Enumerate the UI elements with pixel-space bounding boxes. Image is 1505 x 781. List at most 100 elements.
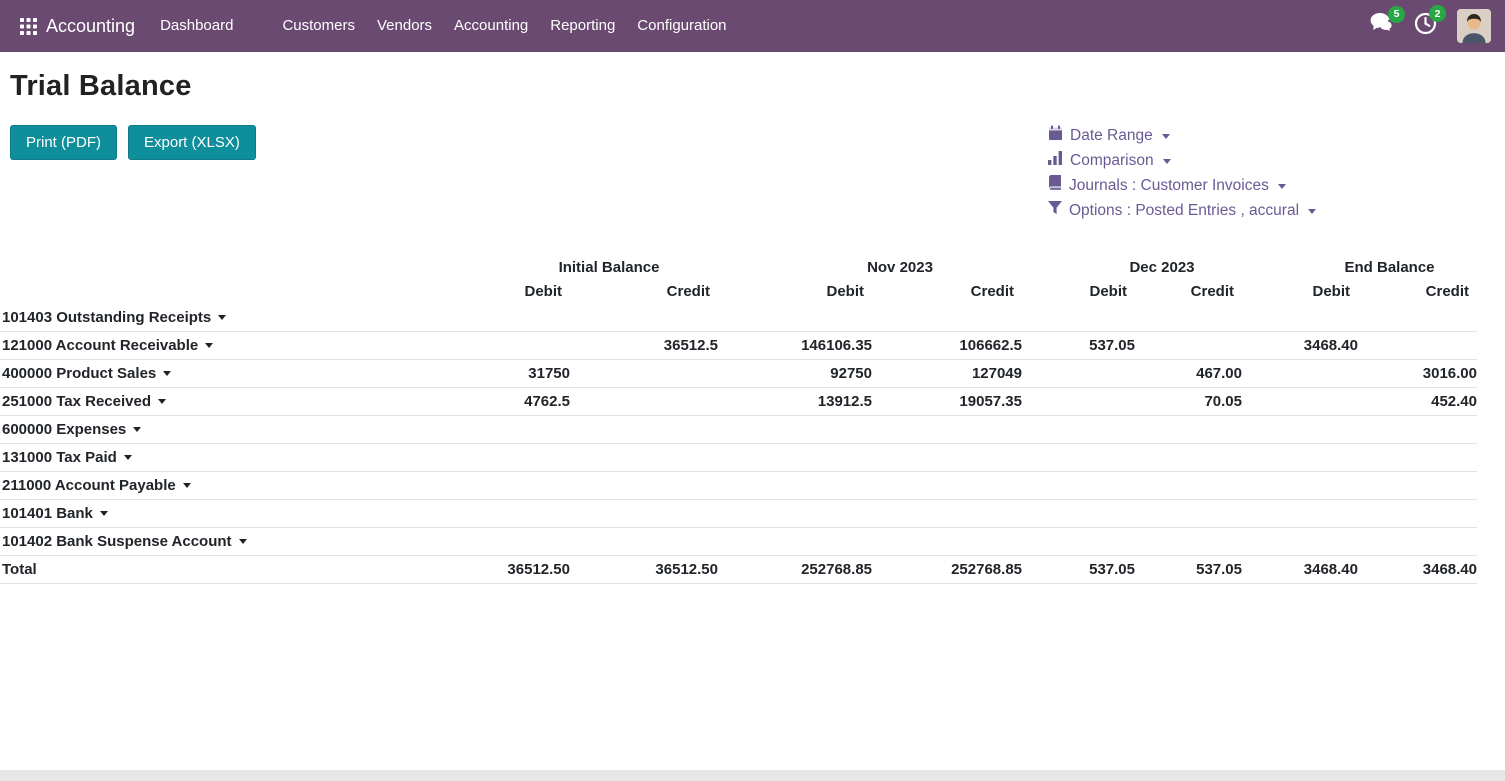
account-name: 101401 Bank (2, 505, 93, 522)
amount-cell (1358, 528, 1477, 556)
action-buttons: Print (PDF) Export (XLSX) (10, 125, 1505, 160)
total-amount-cell: 252768.85 (951, 561, 1022, 578)
table-row: 101403 Outstanding Receipts (0, 304, 1477, 332)
table-row: 121000 Account Receivable 36512.5 146106… (0, 332, 1477, 360)
chevron-down-icon (1308, 208, 1317, 214)
amount-cell: 3016.00 (1422, 365, 1477, 382)
total-amount-cell: 3468.40 (1303, 561, 1358, 578)
filter-label: Journals : Customer Invoices (1069, 177, 1269, 194)
amount-cell (1135, 444, 1242, 472)
total-amount-cell: 252768.85 (801, 561, 872, 578)
amount-cell (718, 304, 872, 332)
account-line-button[interactable]: 121000 Account Receivable (0, 332, 440, 360)
amount-cell (570, 416, 718, 444)
account-line-button[interactable]: 400000 Product Sales (0, 360, 440, 388)
account-line-button[interactable]: 251000 Tax Received (0, 388, 440, 416)
bar-chart-icon (1048, 150, 1063, 172)
amount-cell (1242, 360, 1358, 388)
page-title: Trial Balance (10, 70, 192, 102)
amount-cell (440, 528, 570, 556)
print-pdf-button[interactable]: Print (PDF) (10, 125, 117, 160)
activities-button[interactable]: 2 (1414, 5, 1446, 40)
comparison-filter[interactable]: Comparison (1048, 150, 1316, 172)
amount-cell (1022, 500, 1135, 528)
amount-cell: 537.05 (1089, 337, 1135, 354)
report-filters: Date Range Comparison (1048, 125, 1317, 222)
amount-cell (1022, 304, 1135, 332)
amount-cell (1358, 444, 1477, 472)
table-row: 400000 Product Sales 31750 92750 127049 … (0, 360, 1477, 388)
chevron-down-icon (1162, 158, 1171, 164)
amount-cell (872, 528, 1022, 556)
amount-cell (440, 304, 570, 332)
total-row: Total 36512.50 36512.50 252768.85 252768… (0, 556, 1477, 584)
amount-cell (1135, 528, 1242, 556)
column-group-initial-balance: Initial Balance (558, 259, 660, 276)
account-line-button[interactable]: 211000 Account Payable (0, 472, 440, 500)
chevron-down-icon (1277, 183, 1286, 189)
trial-balance-table: Initial Balance Nov 2023 Dec 2023 End Ba… (0, 255, 1477, 584)
nav-item-vendors[interactable]: Vendors (376, 17, 433, 34)
filter-label: Comparison (1070, 152, 1154, 169)
total-amount-cell: 3468.40 (1422, 561, 1477, 578)
amount-cell: 19057.35 (959, 393, 1022, 410)
account-line-button[interactable]: 101401 Bank (0, 500, 440, 528)
expand-caret-icon (123, 455, 132, 460)
table-row: 600000 Expenses (0, 416, 1477, 444)
amount-cell (872, 472, 1022, 500)
amount-cell (1358, 472, 1477, 500)
amount-cell (718, 528, 872, 556)
amount-cell (1022, 528, 1135, 556)
chevron-down-icon (1161, 133, 1170, 139)
amount-cell (1358, 500, 1477, 528)
app-name[interactable]: Accounting (46, 15, 136, 36)
amount-cell (1135, 332, 1242, 360)
group-header-row: Initial Balance Nov 2023 Dec 2023 End Ba… (0, 255, 1477, 279)
filter-label: Options : Posted Entries , accural (1069, 202, 1300, 219)
amount-cell (1358, 332, 1477, 360)
nav-item-dashboard[interactable]: Dashboard (160, 17, 234, 34)
amount-cell (718, 472, 872, 500)
account-line-button[interactable]: 131000 Tax Paid (0, 444, 440, 472)
table-row: 101402 Bank Suspense Account (0, 528, 1477, 556)
nav-item-reporting[interactable]: Reporting (550, 17, 616, 34)
amount-cell (570, 304, 718, 332)
amount-cell: 31750 (528, 365, 570, 382)
account-line-button[interactable]: 101403 Outstanding Receipts (0, 304, 440, 332)
column-group-nov-2023: Nov 2023 (867, 259, 933, 276)
apps-grid-icon[interactable] (20, 17, 37, 35)
user-avatar[interactable] (1457, 9, 1491, 43)
messages-button[interactable]: 5 (1370, 5, 1405, 40)
column-header-debit: Debit (1312, 283, 1351, 300)
date-range-filter[interactable]: Date Range (1048, 125, 1316, 147)
nav-item-accounting[interactable]: Accounting (454, 17, 529, 34)
amount-cell (440, 332, 570, 360)
amount-cell: 467.00 (1196, 365, 1242, 382)
account-name: 600000 Expenses (2, 421, 127, 438)
total-amount-cell: 537.05 (1089, 561, 1135, 578)
amount-cell: 36512.5 (663, 337, 718, 354)
nav-item-customers[interactable]: Customers (282, 17, 355, 34)
activities-badge: 2 (1429, 5, 1446, 22)
amount-cell (570, 444, 718, 472)
account-name: 121000 Account Receivable (2, 337, 199, 354)
funnel-icon (1048, 200, 1062, 222)
amount-cell (1022, 388, 1135, 416)
nav-item-configuration[interactable]: Configuration (637, 17, 727, 34)
filter-label: Date Range (1070, 127, 1153, 144)
column-group-end-balance: End Balance (1344, 259, 1435, 276)
expand-caret-icon (182, 483, 191, 488)
amount-cell (570, 528, 718, 556)
export-xlsx-button[interactable]: Export (XLSX) (128, 125, 256, 160)
amount-cell (570, 360, 718, 388)
journals-filter[interactable]: Journals : Customer Invoices (1048, 175, 1316, 197)
amount-cell: 452.40 (1431, 393, 1477, 410)
amount-cell: 127049 (971, 365, 1022, 382)
account-line-button[interactable]: 600000 Expenses (0, 416, 440, 444)
amount-cell (718, 444, 872, 472)
total-amount-cell: 36512.50 (655, 561, 718, 578)
options-filter[interactable]: Options : Posted Entries , accural (1048, 200, 1317, 222)
amount-cell (440, 500, 570, 528)
horizontal-scrollbar[interactable] (0, 770, 1505, 781)
account-line-button[interactable]: 101402 Bank Suspense Account (0, 528, 440, 556)
